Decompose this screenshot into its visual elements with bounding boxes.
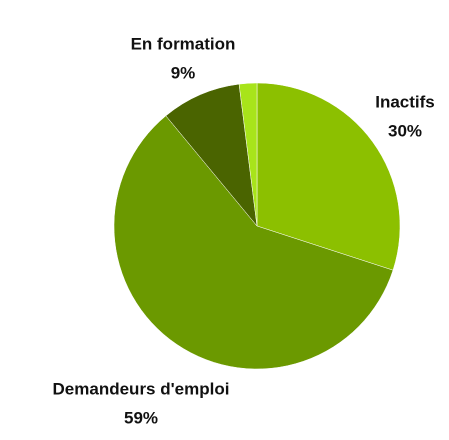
slice-value-label: 59% (124, 408, 158, 427)
slice-value-label: 30% (388, 121, 422, 140)
pie-slice (113, 115, 394, 370)
slice-value-label: 9% (171, 63, 196, 82)
slice-label: Inactifs (375, 92, 435, 111)
pie-slice (165, 83, 258, 227)
slice-label: Demandeurs d'emploi (53, 379, 230, 398)
pie-slice (256, 82, 401, 271)
pie-slice (238, 82, 258, 227)
slice-label: En formation (131, 34, 236, 53)
